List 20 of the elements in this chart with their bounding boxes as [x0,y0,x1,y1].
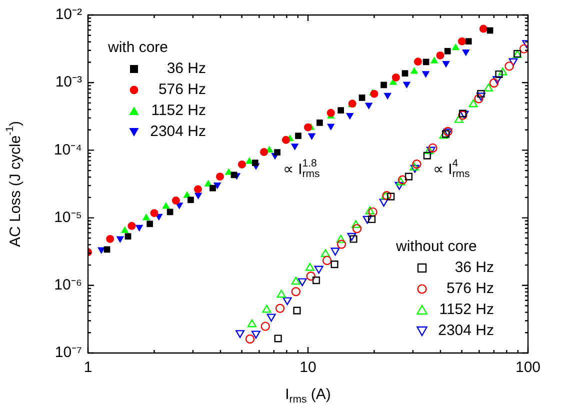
y-tick-label: 10⁻³ [55,74,82,91]
x-tick-label: 100 [515,359,541,376]
legend-label: 36 Hz [454,259,494,276]
y-tick-label: 10⁻⁴ [54,141,82,158]
legend-label: 1152 Hz [150,102,206,119]
x-tick-label: 1 [84,359,92,376]
y-tick-label: 10⁻⁶ [54,276,82,294]
legend-label: 576 Hz [445,280,494,297]
legend-label: 36 Hz [166,60,206,77]
legend-label: 1152 Hz [438,301,494,318]
legend-label: 2304 Hz [437,322,494,339]
y-axis-title: AC Loss (J cycle-1) [4,120,24,248]
x-tick-label: 10 [300,359,316,376]
y-tick-label: 10⁻⁵ [54,208,82,226]
annotation: without core [396,237,478,257]
annotation: with core [108,38,170,58]
y-tick-label: 10⁻⁷ [54,344,82,362]
legend-label: 2304 Hz [149,123,206,140]
legend-label: 576 Hz [157,81,206,98]
y-tick-label: 10⁻² [55,6,82,24]
